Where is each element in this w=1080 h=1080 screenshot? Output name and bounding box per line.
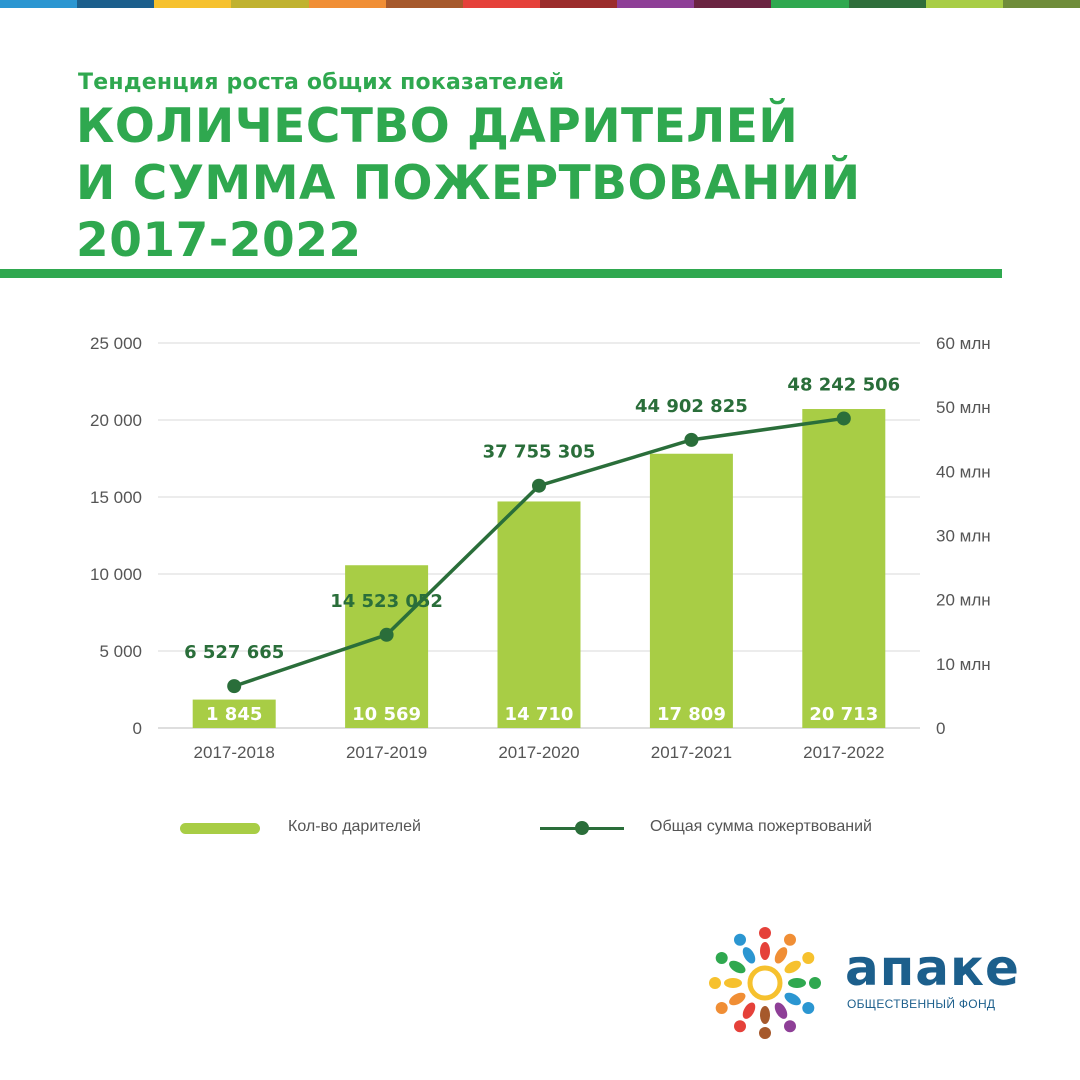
x-tick-label: 2017-2021 xyxy=(651,743,732,762)
y-left-tick-label: 20 000 xyxy=(90,411,142,430)
emblem-petal xyxy=(784,992,801,1006)
line-value-label: 6 527 665 xyxy=(184,642,284,663)
emblem-dot xyxy=(784,1020,796,1033)
emblem-dot xyxy=(759,927,771,939)
line-point xyxy=(684,432,699,447)
bar xyxy=(802,409,886,728)
emblem-petal xyxy=(760,1006,770,1024)
bar-value-label: 20 713 xyxy=(809,704,878,725)
color-stripe-segment xyxy=(231,0,309,8)
emblem-dot xyxy=(784,933,796,946)
bar xyxy=(649,453,733,728)
chart-subtitle: Тенденция роста общих показателей xyxy=(78,70,565,95)
apake-logo: апаке ОБЩЕСТВЕННЫЙ ФОНД xyxy=(705,925,1019,1040)
color-stripe-segment xyxy=(77,0,155,8)
emblem-petal xyxy=(784,960,801,974)
x-tick-label: 2017-2022 xyxy=(803,743,884,762)
bar-value-label: 1 845 xyxy=(206,704,262,725)
color-stripe-segment xyxy=(1002,0,1080,8)
combo-chart: 0 5 000 10 000 15 000 20 000 25 000 0 10 млн 20 … xyxy=(90,334,991,762)
bar-value-label: 17 809 xyxy=(657,704,726,725)
title-divider xyxy=(0,269,1002,278)
color-stripe-segment xyxy=(385,0,463,8)
emblem-petal xyxy=(742,1002,756,1019)
emblem-dot xyxy=(802,1002,815,1014)
emblem-petal xyxy=(729,960,746,974)
bar-value-label: 14 710 xyxy=(505,704,574,725)
color-stripe-segment xyxy=(539,0,618,8)
line-point xyxy=(227,679,242,694)
y-right-tick-label: 50 млн xyxy=(936,398,991,417)
y-right-tick-label: 40 млн xyxy=(936,462,991,481)
emblem-dot xyxy=(715,952,728,964)
emblem-dot xyxy=(759,1027,771,1039)
color-stripe-segment xyxy=(925,0,1003,8)
logo-subtitle: ОБЩЕСТВЕННЫЙ ФОНД xyxy=(847,997,996,1011)
emblem-petal xyxy=(760,942,770,960)
color-stripe-segment xyxy=(308,0,386,8)
x-tick-label: 2017-2019 xyxy=(346,743,427,762)
emblem-dot xyxy=(715,1002,728,1014)
y-right-tick-label: 10 млн xyxy=(936,655,991,674)
color-stripe-segment xyxy=(771,0,849,8)
y-left-tick-label: 5 000 xyxy=(99,642,142,661)
emblem-dot xyxy=(734,933,746,946)
emblem-dot xyxy=(734,1020,746,1033)
y-left-tick-label: 15 000 xyxy=(90,488,142,507)
color-stripe-segment xyxy=(848,0,926,8)
line-value-label: 44 902 825 xyxy=(635,396,748,417)
emblem-petal xyxy=(724,978,742,988)
y-right-tick-label: 60 млн xyxy=(936,334,991,353)
line-value-label: 14 523 052 xyxy=(330,591,443,612)
emblem-petal xyxy=(742,947,756,964)
color-stripe-segment xyxy=(0,0,78,8)
y-right-tick-label: 0 xyxy=(936,719,945,738)
chart-legend: Кол-во дарителей Общая сумма пожертвован… xyxy=(0,814,1080,844)
legend-label-donations: Общая сумма пожертвований xyxy=(650,818,872,835)
logo-wordmark: апаке xyxy=(845,939,1020,997)
line-value-label: 37 755 305 xyxy=(483,442,596,463)
y-left-tick-label: 10 000 xyxy=(90,565,142,584)
y-right-tick-label: 20 млн xyxy=(936,591,991,610)
color-stripe-segment xyxy=(154,0,232,8)
emblem-dot xyxy=(802,952,815,964)
y-left-tick-label: 0 xyxy=(133,719,142,738)
line-value-label: 48 242 506 xyxy=(787,374,900,395)
line-point xyxy=(836,411,851,426)
bar xyxy=(192,699,276,728)
legend-swatch-donations-dot xyxy=(575,821,589,835)
legend-label-donors: Кол-во дарителей xyxy=(288,818,421,835)
emblem-dot xyxy=(709,977,721,989)
emblem-petal xyxy=(774,947,788,964)
y-left-tick-label: 25 000 xyxy=(90,334,142,353)
apake-emblem-icon xyxy=(709,927,821,1039)
color-stripe xyxy=(0,0,1080,8)
title-line-3: 2017-2022 xyxy=(76,213,362,268)
title-line-2: И СУММА ПОЖЕРТВОВАНИЙ xyxy=(76,156,861,211)
chart-title: КОЛИЧЕСТВО ДАРИТЕЛЕЙ И СУММА ПОЖЕРТВОВАН… xyxy=(76,98,861,269)
emblem-center xyxy=(747,965,783,1001)
emblem-petal xyxy=(774,1002,788,1019)
title-line-1: КОЛИЧЕСТВО ДАРИТЕЛЕЙ xyxy=(76,99,799,154)
color-stripe-segment xyxy=(694,0,772,8)
legend-swatch-donors xyxy=(180,823,260,834)
line-point xyxy=(532,478,546,493)
line-point xyxy=(379,627,394,642)
emblem-petal xyxy=(788,978,806,988)
bar xyxy=(497,501,581,728)
bar-value-label: 10 569 xyxy=(352,704,421,725)
x-tick-label: 2017-2018 xyxy=(194,743,275,762)
x-tick-label: 2017-2020 xyxy=(498,743,579,762)
bar xyxy=(345,565,429,728)
emblem-petal xyxy=(729,992,746,1006)
y-right-tick-label: 30 млн xyxy=(936,527,991,546)
color-stripe-segment xyxy=(617,0,695,8)
emblem-dot xyxy=(809,977,821,989)
color-stripe-segment xyxy=(462,0,540,8)
